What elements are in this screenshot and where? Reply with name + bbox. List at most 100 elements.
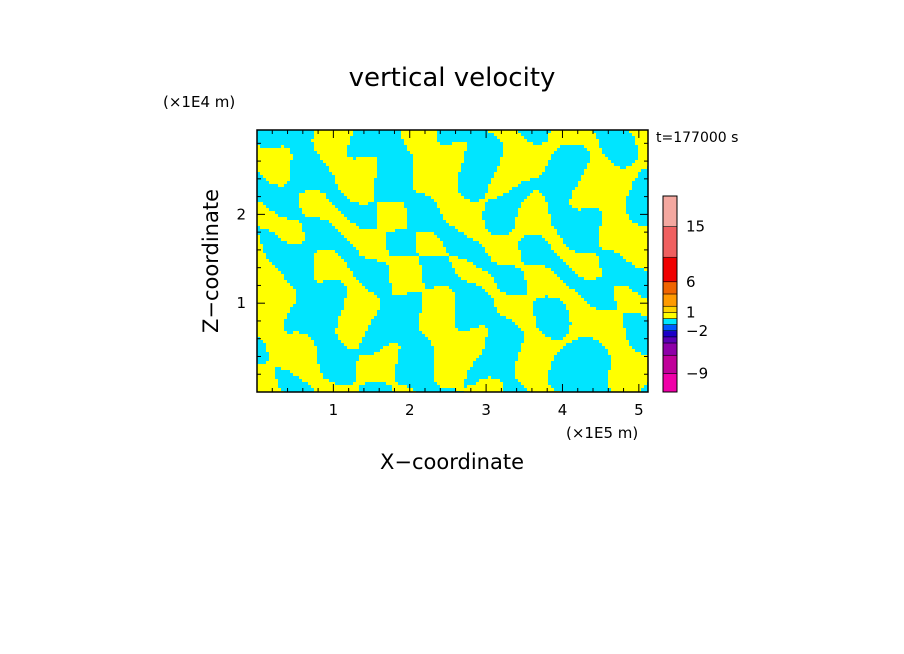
field-row xyxy=(257,331,626,334)
field-row xyxy=(314,136,648,139)
field-row xyxy=(257,376,648,379)
x-tick-label: 3 xyxy=(481,401,491,419)
field-row xyxy=(257,211,626,214)
field-row xyxy=(260,337,626,340)
field-row xyxy=(257,148,648,151)
field-row xyxy=(257,364,648,367)
field-row xyxy=(257,298,647,301)
field-row xyxy=(266,349,635,352)
colorbar-label: −2 xyxy=(686,322,708,340)
field-row xyxy=(263,340,629,343)
field-row xyxy=(263,175,638,178)
colorbar-band xyxy=(663,312,677,319)
field-row xyxy=(257,157,648,160)
field-row xyxy=(257,286,629,289)
colorbar-label: −9 xyxy=(686,365,708,383)
colorbar-band xyxy=(663,306,677,313)
colorbar-band xyxy=(663,294,677,307)
chart-title: vertical velocity xyxy=(349,63,556,93)
field-row xyxy=(257,235,648,238)
field-row xyxy=(266,346,632,349)
field-row xyxy=(257,382,647,385)
field-row xyxy=(257,313,648,316)
colorbar-band xyxy=(663,226,677,258)
x-tick-label: 4 xyxy=(558,401,568,419)
field-row xyxy=(257,271,602,274)
x-tick-label: 2 xyxy=(405,401,415,419)
colorbar-band xyxy=(663,324,677,332)
field-row xyxy=(257,319,623,322)
field-row xyxy=(260,226,648,229)
colorbar-band xyxy=(663,281,677,295)
x-tick-label: 1 xyxy=(329,401,339,419)
field-row xyxy=(266,178,635,181)
field-row xyxy=(257,166,647,169)
field-row xyxy=(257,325,623,328)
field-row xyxy=(257,244,648,247)
field-row xyxy=(260,172,638,175)
field-row xyxy=(257,328,626,331)
field-row xyxy=(299,196,626,199)
colorbar-band xyxy=(663,373,677,393)
field-row xyxy=(257,292,638,295)
field-row xyxy=(257,238,648,241)
field-row xyxy=(257,223,638,226)
y-tick-label: 2 xyxy=(236,205,246,223)
field-row xyxy=(257,145,648,148)
field-row xyxy=(275,232,648,235)
field-row xyxy=(257,373,648,376)
colorbar-band xyxy=(663,318,677,326)
x-tick-label: 5 xyxy=(634,401,644,419)
field-row xyxy=(257,217,629,220)
x-axis-title: X−coordinate xyxy=(380,450,524,474)
field-row xyxy=(257,169,641,172)
field-row xyxy=(314,142,648,145)
colorbar-label: 6 xyxy=(686,273,696,291)
field-row xyxy=(257,241,648,244)
field-row xyxy=(338,187,632,190)
field-row xyxy=(257,388,641,391)
field-row xyxy=(257,367,648,370)
field-row xyxy=(257,205,626,208)
y-axis: 12 xyxy=(236,142,648,375)
field-row xyxy=(269,358,648,361)
field-row xyxy=(257,151,648,154)
colorbar-band xyxy=(663,343,677,356)
field-row xyxy=(257,160,648,163)
field-row xyxy=(257,304,648,307)
field-row xyxy=(269,181,632,184)
field-row xyxy=(257,370,648,373)
x-unit-label: (×1E5 m) xyxy=(566,424,638,442)
field-row xyxy=(257,253,648,256)
y-tick-label: 1 xyxy=(236,294,246,312)
y-axis-title: Z−coordinate xyxy=(199,189,223,333)
field-row xyxy=(257,379,648,382)
colorbar-band xyxy=(663,257,677,283)
field-row xyxy=(257,154,648,157)
velocity-field xyxy=(257,130,648,392)
plot-frame xyxy=(256,129,649,393)
field-row xyxy=(257,214,629,217)
field-row xyxy=(257,220,632,223)
field-row xyxy=(257,208,626,211)
field-row xyxy=(257,385,644,388)
field-row xyxy=(257,265,648,268)
field-row xyxy=(257,280,563,283)
field-row xyxy=(257,289,632,292)
field-row xyxy=(269,352,641,355)
colorbar-band xyxy=(663,336,677,344)
field-row xyxy=(269,229,648,232)
y-unit-label: (×1E4 m) xyxy=(163,93,235,111)
field-row xyxy=(257,247,648,250)
field-row xyxy=(257,316,648,319)
field-row xyxy=(299,193,629,196)
field-row xyxy=(257,295,641,298)
field-row xyxy=(278,184,632,187)
x-axis: 1 2 3 4 5 xyxy=(271,130,644,419)
time-label: t=177000 s xyxy=(656,130,738,146)
colorbar-frame xyxy=(662,195,678,393)
colorbar-band xyxy=(663,355,677,375)
field-row xyxy=(257,163,648,166)
field-row xyxy=(257,334,626,337)
